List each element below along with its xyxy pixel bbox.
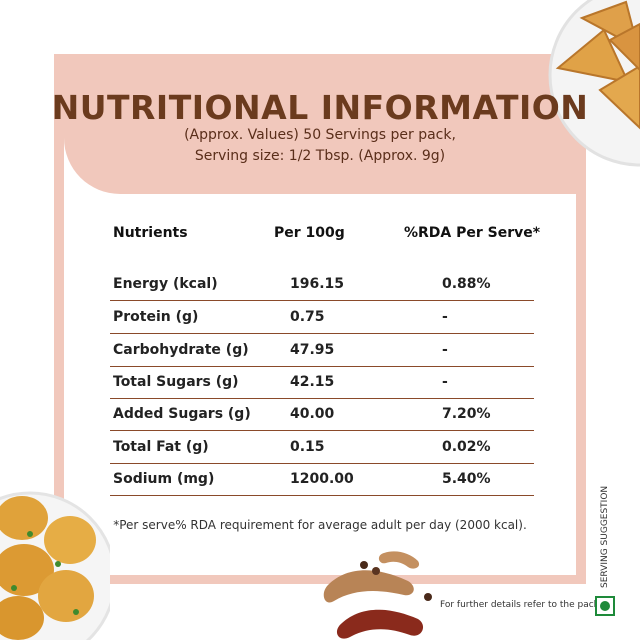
table-row: Added Sugars (g) 40.00 7.20%: [110, 398, 534, 431]
page-title: NUTRITIONAL INFORMATION: [51, 88, 589, 127]
table-row: Total Fat (g) 0.15 0.02%: [110, 431, 534, 464]
tamarind-image: [323, 551, 432, 639]
servings-info: (Approx. Values) 50 Servings per pack,: [184, 127, 456, 143]
nutrient-name: Added Sugars (g): [113, 406, 251, 422]
rda-value: -: [442, 309, 448, 325]
rda-value: 5.40%: [442, 471, 491, 487]
rda-value: -: [442, 342, 448, 358]
serving-size-info: Serving size: 1/2 Tbsp. (Approx. 9g): [194, 148, 446, 164]
table-row: Sodium (mg) 1200.00 5.40%: [110, 463, 534, 496]
table-row: Total Sugars (g) 42.15 -: [110, 366, 534, 399]
per-100g-value: 0.75: [290, 309, 325, 325]
nutrient-name: Energy (kcal): [113, 276, 218, 292]
serving-suggestion-label: SERVING SUGGESTION: [600, 485, 610, 588]
per-100g-value: 47.95: [290, 342, 335, 358]
nutrient-name: Sodium (mg): [113, 471, 215, 487]
rda-value: 0.02%: [442, 439, 491, 455]
rda-value: 7.20%: [442, 406, 491, 422]
nutrient-name: Total Fat (g): [113, 439, 209, 455]
header-nutrients: Nutrients: [113, 225, 188, 241]
nutrient-name: Total Sugars (g): [113, 374, 239, 390]
samosa-plate-image: [548, 0, 640, 167]
fritter-plate-image: [0, 491, 110, 640]
per-100g-value: 196.15: [290, 276, 345, 292]
per-100g-value: 40.00: [290, 406, 335, 422]
table-row: Protein (g) 0.75 -: [110, 301, 534, 334]
rda-value: 0.88%: [442, 276, 491, 292]
nutrient-name: Carbohydrate (g): [113, 342, 249, 358]
header-background: [64, 64, 576, 194]
header-per-100g: Per 100g: [274, 225, 345, 241]
per-100g-value: 42.15: [290, 374, 335, 390]
veg-mark-icon: [595, 596, 615, 616]
per-100g-value: 1200.00: [290, 471, 354, 487]
rda-footnote: *Per serve% RDA requirement for average …: [113, 518, 527, 532]
further-details-note: For further details refer to the pack.: [440, 600, 602, 610]
table-row: Energy (kcal) 196.15 0.88%: [110, 268, 534, 301]
panel-inner: [64, 64, 576, 575]
per-100g-value: 0.15: [290, 439, 325, 455]
nutrient-name: Protein (g): [113, 309, 199, 325]
table-row: Carbohydrate (g) 47.95 -: [110, 334, 534, 367]
rda-value: -: [442, 374, 448, 390]
header-rda: %RDA Per Serve*: [404, 225, 541, 241]
